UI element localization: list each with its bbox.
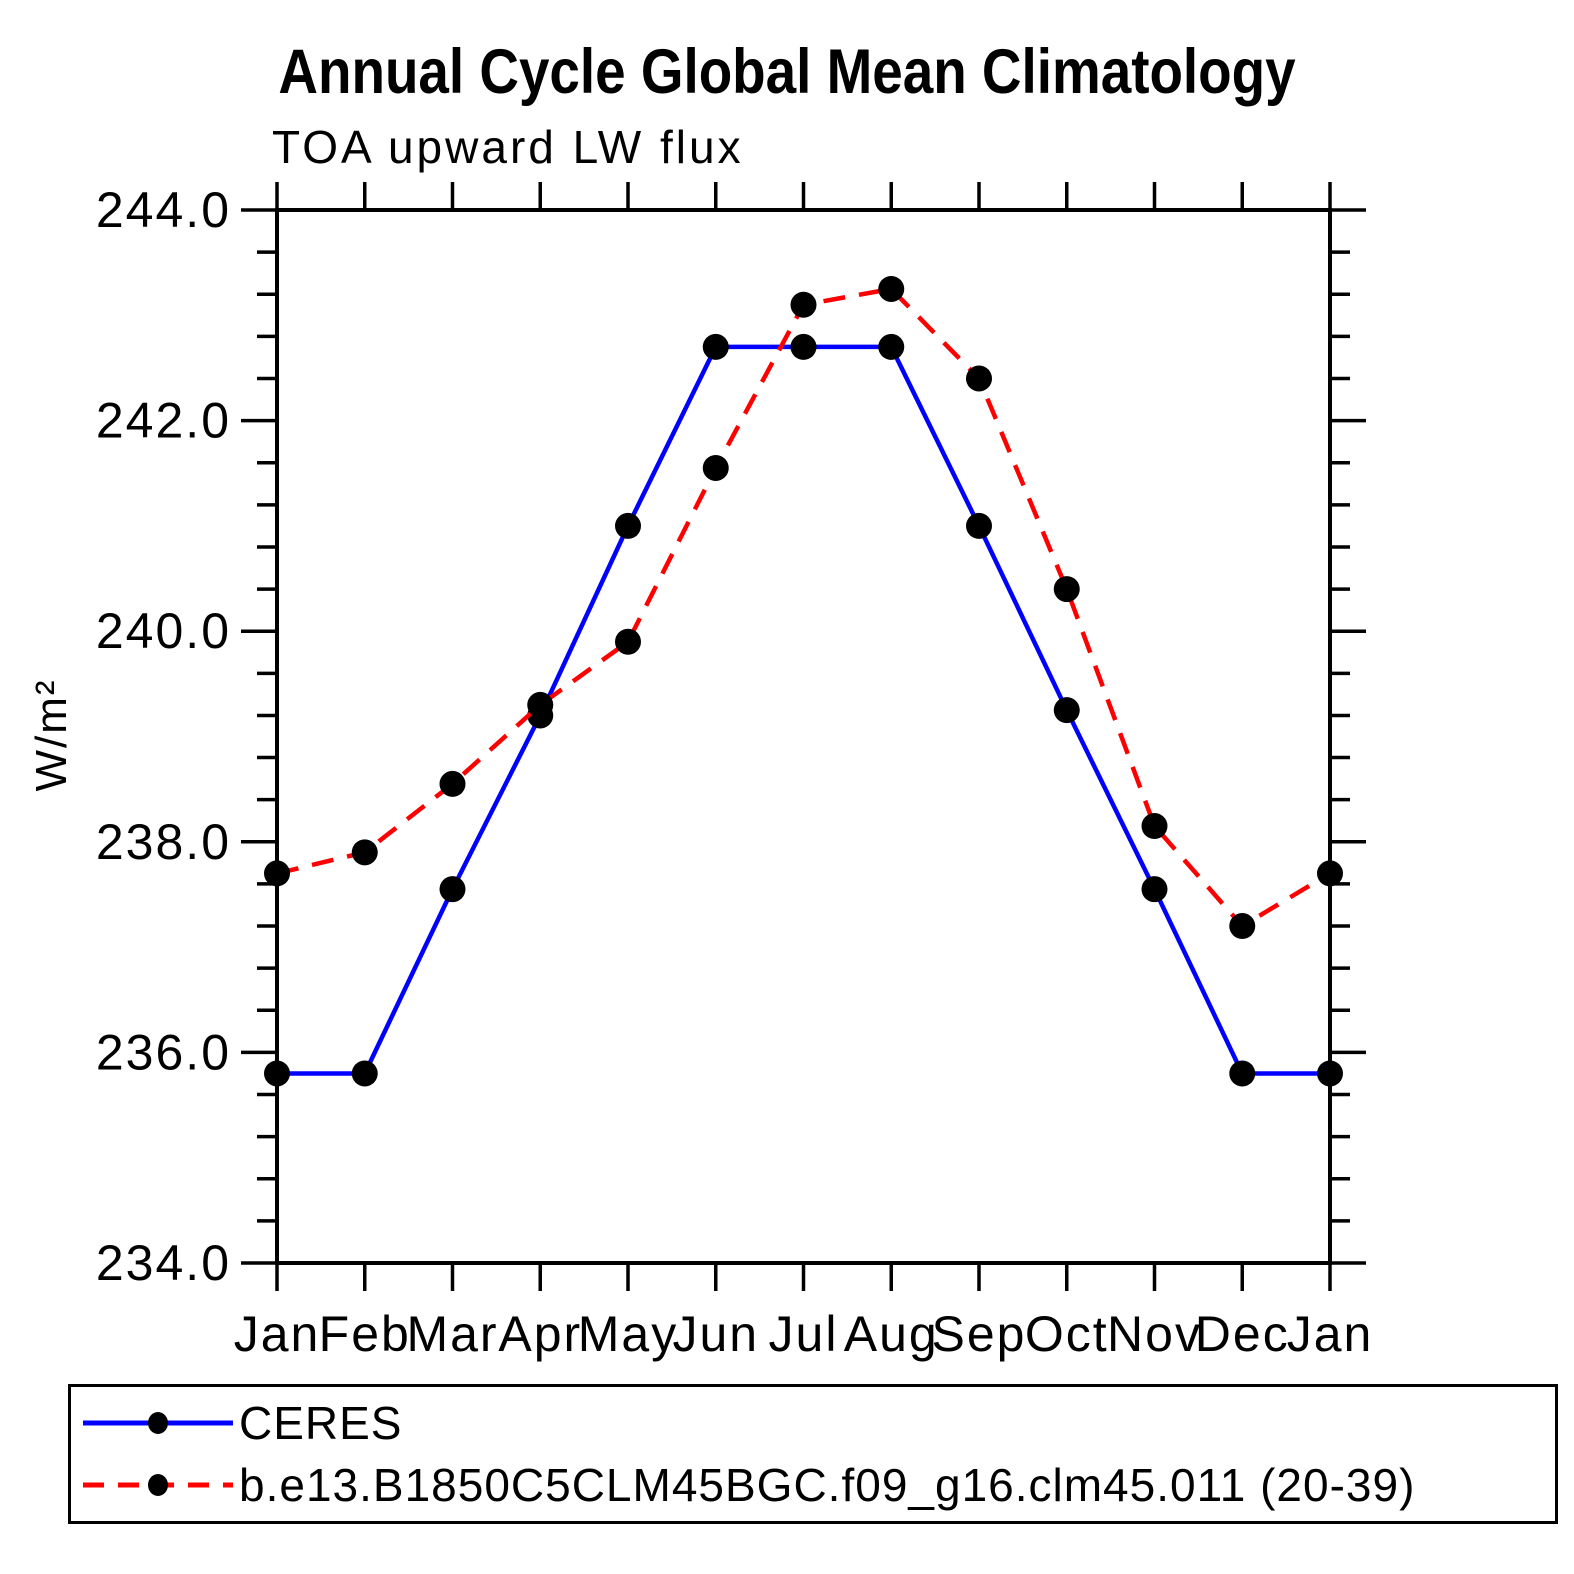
chart-subtitle: TOA upward LW flux <box>272 121 744 173</box>
data-point-marker <box>1317 860 1343 887</box>
data-point-marker <box>702 333 729 360</box>
legend-marker-icon <box>148 1412 168 1434</box>
plot-frame <box>275 208 1332 1265</box>
data-point-marker <box>1053 576 1080 603</box>
x-tick-label: May <box>578 1306 678 1362</box>
data-point-marker <box>790 333 817 360</box>
legend-label-model: b.e13.B1850C5CLM45BGC.f09_g16.clm45.011 … <box>239 1459 1416 1511</box>
y-tick-label: 242.0 <box>96 393 231 449</box>
data-point-marker <box>878 275 905 302</box>
data-point-marker <box>966 512 992 539</box>
x-tick-label: Jan <box>1287 1306 1374 1362</box>
y-tick-label: 240.0 <box>96 603 231 659</box>
x-tick-label: Nov <box>1107 1306 1202 1362</box>
x-tick-label: Jan <box>234 1306 321 1362</box>
data-point-marker <box>1229 1060 1256 1087</box>
x-tick-label: Mar <box>406 1306 498 1362</box>
y-tick-label: 238.0 <box>96 814 231 870</box>
x-tick-label: Feb <box>319 1306 411 1362</box>
data-point-marker <box>351 839 378 866</box>
data-point-marker <box>1317 1060 1343 1087</box>
legend-marker-icon <box>148 1474 168 1496</box>
data-point-marker <box>1229 913 1256 940</box>
series-line-ceres <box>277 344 1330 1076</box>
data-point-marker <box>1141 813 1168 840</box>
legend-line-sample-solid <box>83 1412 233 1434</box>
data-point-marker <box>1053 697 1080 724</box>
data-point-marker <box>439 770 466 797</box>
data-point-marker <box>702 454 729 481</box>
x-tick-label: Jul <box>769 1306 839 1362</box>
legend-entry-ceres: CERES <box>79 1392 1555 1454</box>
data-point-marker <box>351 1060 378 1087</box>
x-tick-label: Apr <box>498 1306 582 1362</box>
x-tick-label: Aug <box>844 1306 939 1362</box>
data-point-marker <box>264 1060 290 1087</box>
x-tick-label: Oct <box>1025 1306 1109 1362</box>
data-point-marker <box>615 512 641 539</box>
legend-label-ceres: CERES <box>239 1397 403 1449</box>
y-tick-label: 236.0 <box>96 1024 231 1080</box>
data-point-marker <box>615 628 641 655</box>
x-tick-label: Sep <box>932 1306 1027 1362</box>
data-point-marker <box>790 291 817 318</box>
data-point-marker <box>1141 876 1168 903</box>
legend-line-sample-dashed <box>83 1474 233 1496</box>
data-point-marker <box>264 860 290 887</box>
page-title: Annual Cycle Global Mean Climatology <box>278 37 1296 107</box>
legend-box: CERES b.e13.B1850C5CLM45BGC.f09_g16.clm4… <box>68 1384 1558 1524</box>
legend-entry-model: b.e13.B1850C5CLM45BGC.f09_g16.clm45.011 … <box>79 1454 1555 1516</box>
x-tick-label: Jun <box>672 1306 759 1362</box>
data-point-marker <box>527 691 554 718</box>
y-tick-label: 244.0 <box>96 182 231 238</box>
x-tick-label: Dec <box>1195 1306 1290 1362</box>
data-point-marker <box>966 365 992 392</box>
data-point-marker <box>439 876 466 903</box>
y-tick-label: 234.0 <box>96 1235 231 1291</box>
data-point-marker <box>878 333 905 360</box>
series-line-model <box>276 286 1332 929</box>
